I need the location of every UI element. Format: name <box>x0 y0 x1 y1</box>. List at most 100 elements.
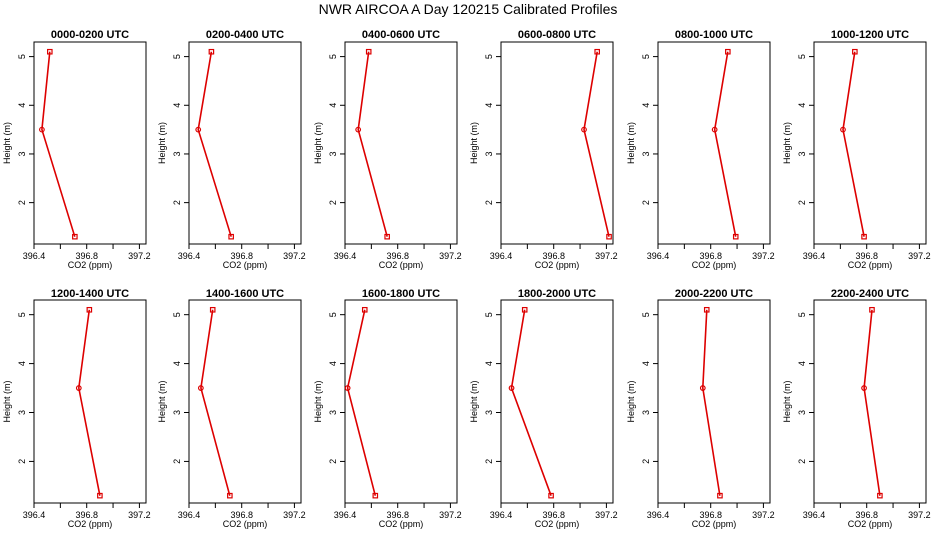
y-tick-label: 3 <box>17 410 27 415</box>
y-tick-label: 2 <box>484 459 494 464</box>
data-point <box>852 48 858 55</box>
y-axis-label: Height (m) <box>469 380 479 422</box>
y-tick-label: 4 <box>328 361 338 366</box>
profile-line <box>863 309 881 496</box>
y-tick-label: 4 <box>641 103 651 108</box>
data-point <box>97 492 103 499</box>
y-axis-label: Height (m) <box>469 122 479 164</box>
x-tick-label: 396.4 <box>178 251 201 261</box>
panel-title: 0400-0600 UTC <box>362 29 440 41</box>
profile-line <box>713 51 737 237</box>
y-tick-label: 2 <box>328 459 338 464</box>
data-point <box>372 492 379 499</box>
data-point <box>361 306 368 313</box>
data-point <box>197 385 204 391</box>
panel-10: 1800-2000 UTC 396.4 396.8 397.2 2 3 4 5 CO2 (ppm… <box>469 288 618 529</box>
plot-frame <box>188 299 302 504</box>
panel-5: 0800-1000 UTC 396.4 396.8 397.2 2 3 4 5 CO2 (ppm… <box>626 29 775 270</box>
y-tick-label: 4 <box>797 103 807 108</box>
plot-frame <box>344 299 458 504</box>
y-tick-label: 5 <box>641 312 651 317</box>
plot-frame <box>33 41 147 245</box>
x-axis-label: CO2 (ppm) <box>848 519 893 529</box>
y-tick-label: 2 <box>641 200 651 205</box>
data-point <box>732 233 739 240</box>
x-tick-label: 396.8 <box>542 251 565 261</box>
y-tick-label: 5 <box>328 312 338 317</box>
x-tick-label: 397.2 <box>439 510 462 520</box>
profile-line <box>77 309 101 496</box>
data-point <box>840 126 846 133</box>
x-tick-label: 397.2 <box>908 510 931 520</box>
data-point <box>703 306 710 313</box>
y-tick-label: 4 <box>172 361 182 366</box>
data-point <box>355 126 362 133</box>
y-tick-label: 4 <box>17 103 27 108</box>
data-point <box>228 233 234 240</box>
y-tick-label: 3 <box>328 410 338 415</box>
data-point <box>581 126 587 133</box>
data-point <box>861 385 867 391</box>
x-tick-label: 397.2 <box>283 251 306 261</box>
y-tick-label: 2 <box>172 459 182 464</box>
x-axis-label: CO2 (ppm) <box>379 260 424 270</box>
y-tick-label: 2 <box>172 200 182 205</box>
data-point <box>606 233 612 240</box>
y-axis-label: Height (m) <box>626 380 636 422</box>
profile-line <box>842 51 865 237</box>
data-point <box>227 492 233 499</box>
panel-title: 0200-0400 UTC <box>206 29 284 41</box>
data-point <box>72 233 78 240</box>
panel-title: 1400-1600 UTC <box>206 288 284 300</box>
x-tick-label: 396.8 <box>75 510 98 520</box>
y-tick-label: 3 <box>797 151 807 156</box>
panel-2: 0200-0400 UTC 396.4 396.8 397.2 2 3 4 5 CO2 (ppm… <box>157 29 306 270</box>
y-axis-label: Height (m) <box>2 122 12 164</box>
x-axis-label: CO2 (ppm) <box>379 519 424 529</box>
y-axis-label: Height (m) <box>157 122 167 164</box>
y-tick-label: 3 <box>484 410 494 415</box>
x-axis-label: CO2 (ppm) <box>848 260 893 270</box>
x-tick-label: 396.4 <box>803 510 826 520</box>
data-point <box>86 306 93 313</box>
y-axis-label: Height (m) <box>157 380 167 422</box>
panel-11: 2000-2200 UTC 396.4 396.8 397.2 2 3 4 5 CO2 (ppm… <box>626 288 775 529</box>
x-axis-label: CO2 (ppm) <box>535 519 580 529</box>
x-tick-label: 396.4 <box>490 251 513 261</box>
chart-title: NWR AIRCOA A Day 120215 Calibrated Profi… <box>319 1 618 17</box>
y-tick-label: 2 <box>797 459 807 464</box>
profile-line <box>41 51 76 237</box>
panels: 0000-0200 UTC 396.4 396.8 397.2 2 3 4 5 CO2 (ppm… <box>2 29 931 529</box>
panel-title: 1200-1400 UTC <box>51 288 129 300</box>
y-tick-label: 5 <box>484 54 494 59</box>
data-point <box>384 233 390 240</box>
y-tick-label: 3 <box>172 151 182 156</box>
plot-frame <box>813 41 927 245</box>
x-axis-label: CO2 (ppm) <box>223 519 268 529</box>
y-axis-label: Height (m) <box>313 380 323 422</box>
y-tick-label: 3 <box>641 151 651 156</box>
y-tick-label: 2 <box>17 459 27 464</box>
x-tick-label: 397.2 <box>283 510 306 520</box>
x-tick-label: 397.2 <box>595 251 618 261</box>
profile-line <box>200 309 231 496</box>
plot-frame <box>813 299 927 504</box>
x-tick-label: 396.8 <box>699 251 722 261</box>
panel-3: 0400-0600 UTC 396.4 396.8 397.2 2 3 4 5 CO2 (ppm… <box>313 29 462 270</box>
data-point <box>208 48 215 55</box>
x-tick-label: 396.8 <box>386 251 409 261</box>
y-tick-label: 5 <box>17 312 27 317</box>
panel-title: 1000-1200 UTC <box>831 29 909 41</box>
panel-title: 1800-2000 UTC <box>518 288 596 300</box>
y-tick-label: 3 <box>328 151 338 156</box>
y-tick-label: 5 <box>172 54 182 59</box>
x-tick-label: 397.2 <box>752 251 775 261</box>
y-tick-label: 5 <box>641 54 651 59</box>
x-tick-label: 396.8 <box>75 251 98 261</box>
y-tick-label: 3 <box>484 151 494 156</box>
x-tick-label: 396.4 <box>334 510 357 520</box>
panel-title: 0600-0800 UTC <box>518 29 596 41</box>
panel-title: 2200-2400 UTC <box>831 288 909 300</box>
y-tick-label: 2 <box>797 200 807 205</box>
y-tick-label: 2 <box>328 200 338 205</box>
